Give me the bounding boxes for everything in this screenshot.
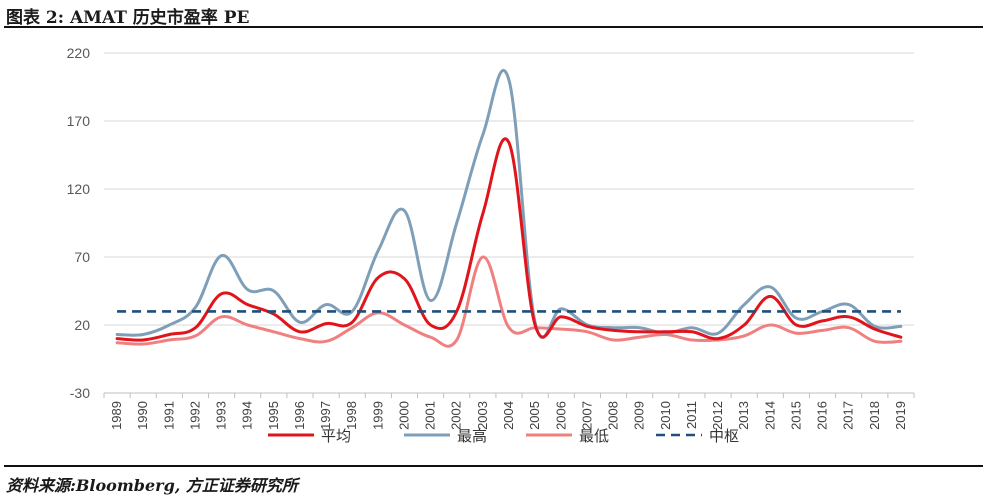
x-tick-label: 1995 xyxy=(266,401,281,430)
x-tick-label: 1997 xyxy=(318,401,333,430)
series-line xyxy=(115,137,903,342)
x-tick-label: 2016 xyxy=(815,401,830,430)
x-tick-label: 2011 xyxy=(684,401,699,429)
series-line xyxy=(115,255,903,348)
bottom-rule xyxy=(4,465,983,467)
legend-label: 最低 xyxy=(579,428,609,445)
pe-line-chart: 220 170 120 70 20 -30 1989 1990 1991 1992 1993 199… xyxy=(67,45,915,445)
y-tick-label: 220 xyxy=(67,45,91,61)
x-tick-label: 2010 xyxy=(658,401,673,430)
x-tick-label: 1999 xyxy=(370,401,385,430)
x-tick-label: 2019 xyxy=(893,401,908,430)
x-tick-label: 2013 xyxy=(736,401,751,430)
legend-label: 中枢 xyxy=(709,428,739,445)
series-line xyxy=(115,69,903,340)
x-tick-label: 2007 xyxy=(579,401,594,430)
legend: 平均 最高 最低 中枢 xyxy=(268,428,739,445)
x-tick-label: 2014 xyxy=(762,401,777,430)
x-tick-label: 1991 xyxy=(161,401,176,430)
x-tick-label: 2002 xyxy=(449,401,464,430)
series-lines xyxy=(115,69,903,348)
x-tick-label: 2000 xyxy=(396,401,411,430)
x-tick-label: 2008 xyxy=(606,401,621,430)
x-tick-label: 1998 xyxy=(344,401,359,430)
grid-lines xyxy=(104,52,914,394)
x-axis-ticks: 1989 1990 1991 1992 1993 1994 1995 1996 1997 1998… xyxy=(109,401,908,430)
x-tick-label: 1996 xyxy=(292,401,307,430)
x-tick-label: 1993 xyxy=(214,401,229,430)
y-tick-label: 70 xyxy=(74,249,90,265)
y-axis-ticks: 220 170 120 70 20 -30 xyxy=(67,45,91,401)
x-tick-label: 1994 xyxy=(240,401,255,430)
x-tick-label: 2017 xyxy=(841,401,856,430)
x-tick-label: 2018 xyxy=(867,401,882,430)
x-tick-label: 2012 xyxy=(710,401,725,430)
y-tick-label: 20 xyxy=(74,317,90,333)
x-tick-label: 1990 xyxy=(135,401,150,430)
x-tick-label: 2006 xyxy=(553,401,568,430)
y-tick-label: 170 xyxy=(67,113,91,129)
x-tick-label: 2001 xyxy=(423,401,438,430)
x-tick-label: 2009 xyxy=(632,401,647,430)
y-tick-label: -30 xyxy=(70,385,90,401)
legend-label: 平均 xyxy=(321,428,351,445)
x-tick-label: 2003 xyxy=(475,401,490,430)
legend-label: 最高 xyxy=(457,428,487,445)
x-tick-label: 2015 xyxy=(788,401,803,430)
x-tick-label: 1992 xyxy=(187,401,202,430)
x-tick-label: 2004 xyxy=(501,401,516,430)
source-note: 资料来源:Bloomberg, 方正证券研究所 xyxy=(6,476,298,495)
top-rule xyxy=(4,26,983,28)
y-tick-label: 120 xyxy=(67,181,91,197)
x-tick-label: 2005 xyxy=(527,401,542,430)
x-axis-tick-marks xyxy=(103,393,915,398)
figure-title: 图表 2: AMAT 历史市盈率 PE xyxy=(6,8,250,28)
x-tick-label: 1989 xyxy=(109,401,124,430)
